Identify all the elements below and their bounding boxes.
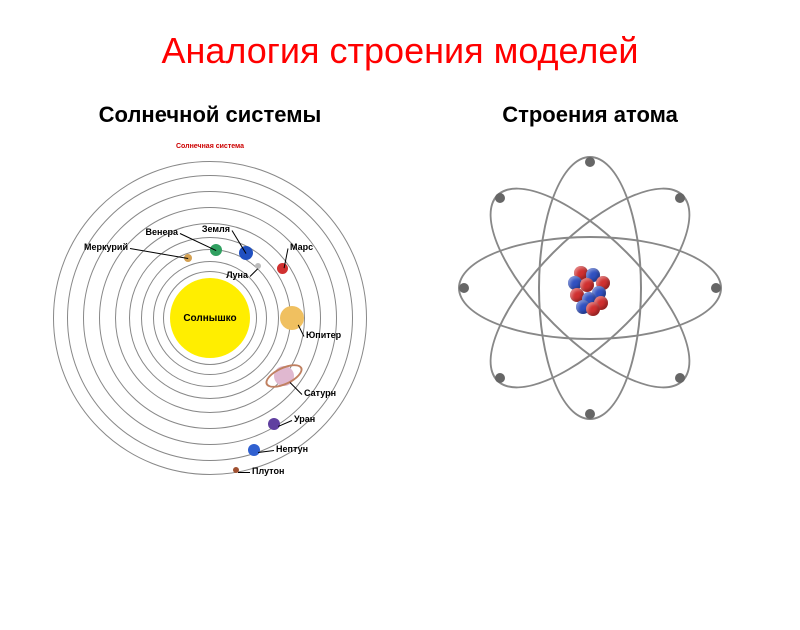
- electron: [711, 283, 721, 293]
- solar-subtitle: Солнечной системы: [20, 102, 400, 128]
- planet-label: Юпитер: [306, 330, 341, 340]
- planet-label: Марс: [290, 242, 313, 252]
- planet-label: Меркурий: [80, 242, 128, 252]
- label-leader: [238, 472, 250, 473]
- atom-diagram: [450, 148, 730, 428]
- planet-label: Плутон: [252, 466, 284, 476]
- electron: [459, 283, 469, 293]
- comparison-columns: Солнечной системы Солнечная система Солн…: [0, 102, 800, 488]
- solar-diagram-title: Солнечная система: [176, 143, 244, 150]
- electron: [495, 373, 505, 383]
- electron: [495, 193, 505, 203]
- page-title: Аналогия строения моделей: [0, 30, 800, 72]
- solar-diagram: Солнечная система СолнышкоМеркурийВенера…: [40, 148, 380, 488]
- planet-label: Уран: [294, 414, 315, 424]
- electron: [585, 157, 595, 167]
- solar-column: Солнечной системы Солнечная система Солн…: [20, 102, 400, 488]
- planet-уран: [268, 418, 280, 430]
- planet-юпитер: [280, 306, 304, 330]
- sun: Солнышко: [170, 278, 250, 358]
- atom-subtitle: Строения атома: [400, 102, 780, 128]
- planet-label: Земля: [182, 224, 230, 234]
- planet-label: Луна: [200, 270, 248, 280]
- electron: [585, 409, 595, 419]
- proton: [586, 302, 600, 316]
- nucleus: [564, 262, 616, 314]
- atom-column: Строения атома: [400, 102, 780, 488]
- planet-label: Венера: [130, 227, 178, 237]
- planet-label: Сатурн: [304, 388, 336, 398]
- planet-label: Нептун: [276, 444, 308, 454]
- electron: [675, 193, 685, 203]
- planet-марс: [277, 263, 288, 274]
- planet-нептун: [248, 444, 260, 456]
- electron: [675, 373, 685, 383]
